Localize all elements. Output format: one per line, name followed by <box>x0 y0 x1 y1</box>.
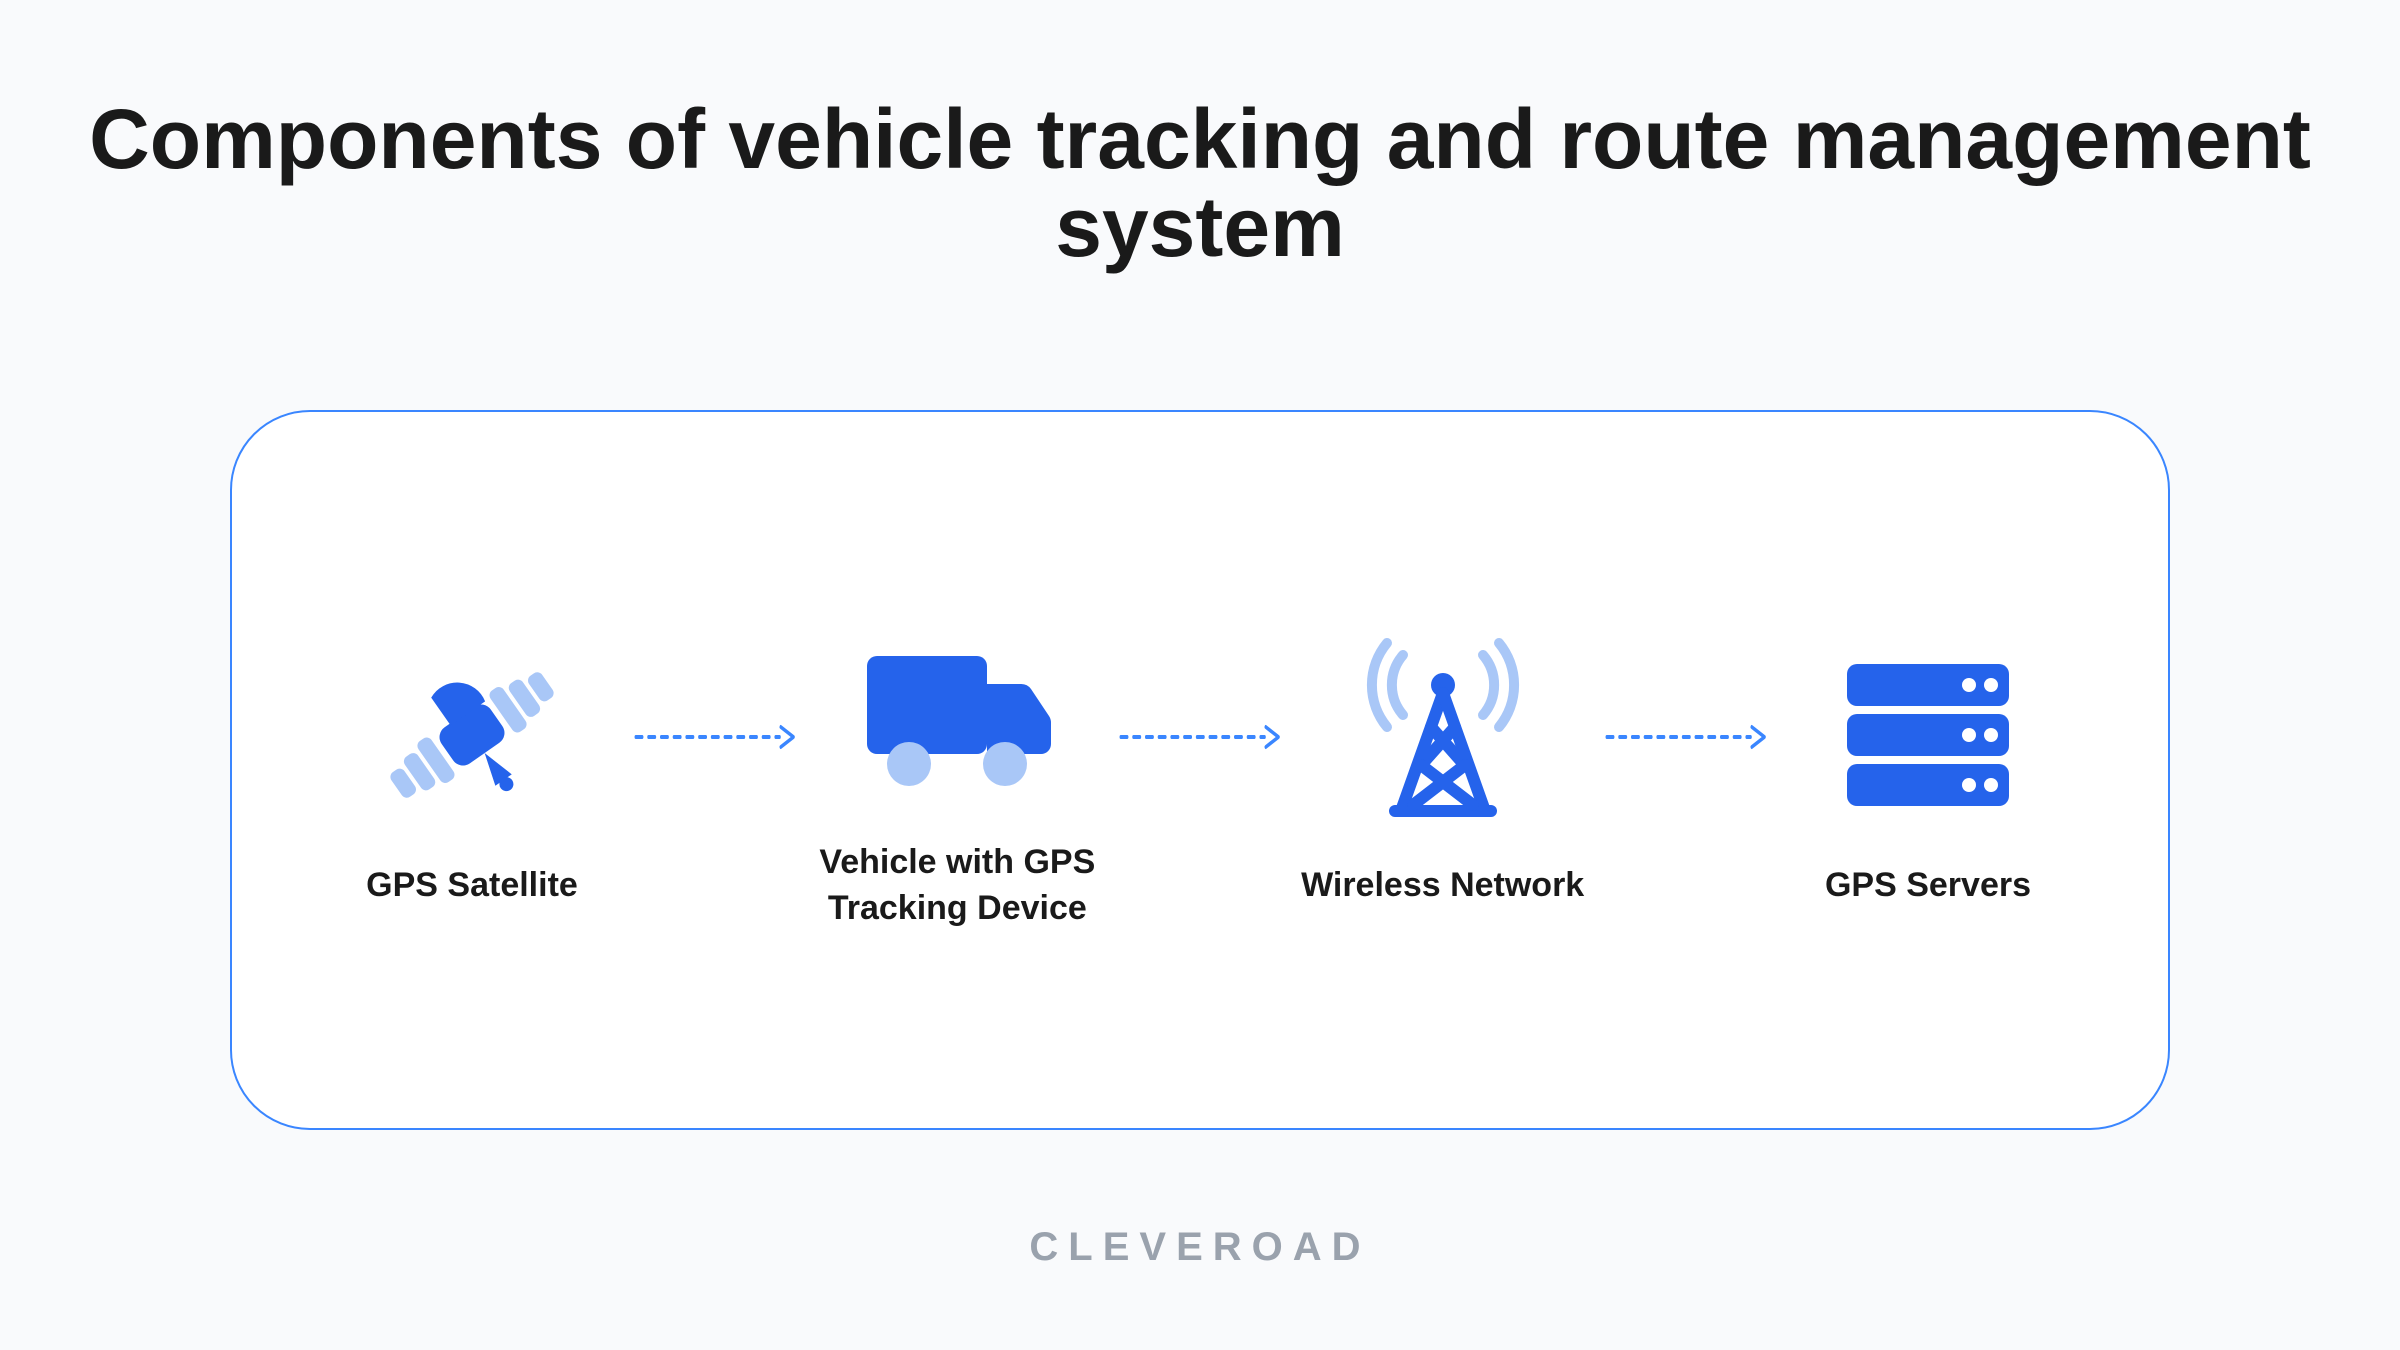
node-satellite-label: GPS Satellite <box>366 863 578 909</box>
node-vehicle-label: Vehicle with GPS Tracking Device <box>819 840 1095 932</box>
server-stack-icon <box>1833 635 2023 835</box>
node-servers-label: GPS Servers <box>1825 863 2031 909</box>
flow-row: GPS Satellite Vehicle <box>232 622 2168 922</box>
satellite-icon <box>372 635 572 835</box>
wireless-tower-icon <box>1343 635 1543 835</box>
diagram-panel: GPS Satellite Vehicle <box>230 410 2170 1130</box>
flow-arrow <box>1603 727 1768 747</box>
flow-arrow <box>632 727 797 747</box>
node-vehicle: Vehicle with GPS Tracking Device <box>797 612 1117 932</box>
brand-footer: CLEVEROAD <box>0 1225 2400 1270</box>
node-wireless-label: Wireless Network <box>1301 863 1584 909</box>
page-title: Components of vehicle tracking and route… <box>0 95 2400 271</box>
truck-icon <box>847 612 1067 812</box>
node-satellite: GPS Satellite <box>312 635 632 909</box>
flow-arrow <box>1117 727 1282 747</box>
node-wireless: Wireless Network <box>1283 635 1603 909</box>
node-servers: GPS Servers <box>1768 635 2088 909</box>
